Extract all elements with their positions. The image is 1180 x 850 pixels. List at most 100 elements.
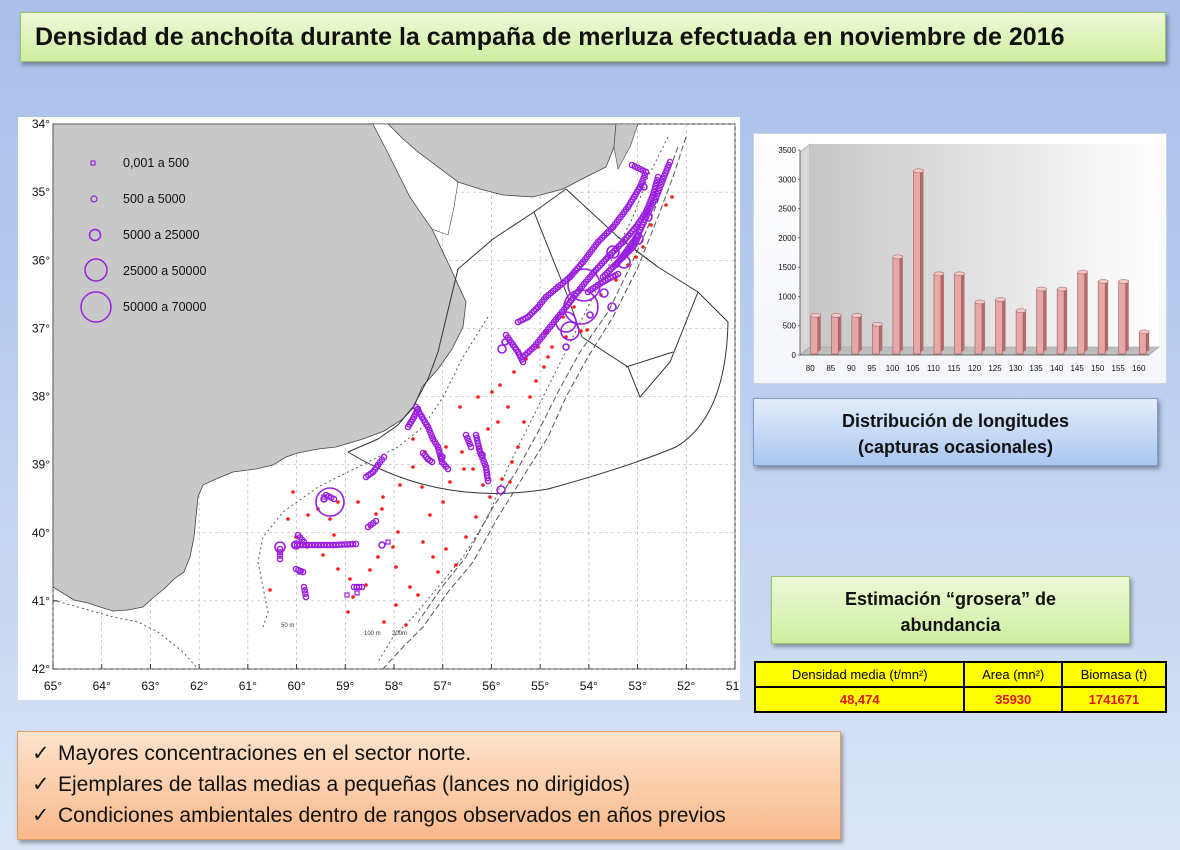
survey-station bbox=[436, 570, 440, 574]
hist-bar bbox=[892, 254, 904, 355]
hist-xtick-label: 80 bbox=[806, 364, 815, 373]
survey-station bbox=[454, 563, 458, 567]
survey-station bbox=[396, 530, 400, 534]
survey-station bbox=[380, 507, 384, 511]
depth-label-100: 100 m bbox=[364, 631, 381, 637]
survey-station bbox=[476, 395, 480, 399]
density-marker bbox=[475, 445, 483, 453]
survey-station bbox=[490, 390, 494, 394]
survey-station bbox=[664, 203, 668, 207]
density-marker bbox=[467, 443, 475, 451]
hist-bar bbox=[851, 313, 863, 355]
survey-station bbox=[585, 328, 589, 332]
survey-station bbox=[448, 480, 452, 484]
hist-bar bbox=[1077, 269, 1088, 355]
survey-station bbox=[550, 345, 554, 349]
survey-station bbox=[496, 420, 500, 424]
density-marker bbox=[640, 183, 648, 191]
density-marker bbox=[301, 590, 309, 598]
value-area: 35930 bbox=[963, 686, 1063, 713]
density-marker bbox=[302, 593, 310, 601]
density-marker bbox=[474, 440, 482, 447]
lat-tick-label: 42° bbox=[32, 662, 50, 676]
survey-station bbox=[471, 467, 475, 471]
hist-ytick-label: 2000 bbox=[778, 234, 796, 243]
header-density: Densidad media (t/mn²) bbox=[753, 661, 966, 688]
density-marker bbox=[352, 540, 360, 548]
density-marker bbox=[496, 485, 506, 495]
survey-station bbox=[398, 483, 402, 487]
survey-station bbox=[510, 460, 514, 464]
lat-tick-label: 38° bbox=[32, 390, 50, 404]
histogram-caption-title: Distribución de longitudes bbox=[841, 411, 1069, 431]
legend-symbol-3 bbox=[84, 258, 108, 282]
note-item: ✓ Ejemplares de tallas medias a pequeñas … bbox=[32, 769, 840, 800]
hist-xtick-label: 150 bbox=[1091, 364, 1105, 373]
density-marker bbox=[321, 494, 327, 500]
survey-station bbox=[528, 395, 532, 399]
lon-tick-label: 59° bbox=[336, 679, 354, 693]
survey-station bbox=[508, 480, 512, 484]
survey-station bbox=[368, 568, 372, 572]
density-marker bbox=[642, 168, 650, 176]
hist-bar bbox=[1138, 329, 1150, 355]
density-marker bbox=[323, 541, 331, 549]
survey-station bbox=[286, 517, 290, 521]
density-marker bbox=[567, 268, 601, 302]
hist-bar bbox=[1015, 308, 1027, 355]
density-marker bbox=[326, 541, 334, 549]
header-area: Area (mn²) bbox=[963, 661, 1063, 688]
density-marker bbox=[562, 343, 570, 351]
lon-tick-label: 52° bbox=[677, 679, 695, 693]
density-marker bbox=[438, 453, 446, 461]
hist-bar bbox=[872, 321, 883, 355]
survey-station bbox=[268, 588, 272, 592]
survey-station bbox=[534, 379, 538, 383]
legend-label-0: 0,001 a 500 bbox=[123, 156, 189, 170]
histogram-caption-subtitle: (capturas ocasionales) bbox=[857, 437, 1054, 457]
hist-bar bbox=[1036, 286, 1047, 355]
density-marker bbox=[497, 344, 507, 354]
survey-station bbox=[416, 593, 420, 597]
density-marker bbox=[291, 540, 301, 550]
survey-station bbox=[391, 545, 395, 549]
lat-tick-label: 36° bbox=[32, 253, 50, 267]
density-marker bbox=[643, 212, 653, 222]
survey-station bbox=[411, 465, 415, 469]
survey-station bbox=[346, 610, 350, 614]
density-marker bbox=[414, 405, 422, 413]
density-marker bbox=[560, 321, 580, 341]
survey-station bbox=[321, 553, 325, 557]
survey-station bbox=[382, 620, 386, 624]
legend-label-3: 25000 a 50000 bbox=[123, 264, 206, 278]
survey-station bbox=[512, 370, 516, 374]
hist-xtick-label: 120 bbox=[968, 364, 982, 373]
density-marker bbox=[475, 442, 483, 450]
survey-station bbox=[460, 450, 464, 454]
survey-station bbox=[464, 535, 468, 539]
hist-xtick-label: 155 bbox=[1112, 364, 1126, 373]
lon-tick-label: 51° bbox=[726, 679, 740, 693]
survey-station bbox=[506, 405, 510, 409]
check-icon: ✓ bbox=[32, 773, 50, 796]
density-marker bbox=[299, 568, 307, 576]
legend-symbol-2 bbox=[88, 228, 102, 242]
hist-ytick-label: 1500 bbox=[778, 263, 796, 272]
survey-station bbox=[411, 437, 415, 441]
survey-station bbox=[306, 513, 310, 517]
density-marker bbox=[514, 318, 522, 326]
hist-side-wall bbox=[799, 143, 811, 356]
check-icon: ✓ bbox=[32, 742, 50, 765]
density-marker bbox=[444, 465, 452, 473]
survey-station bbox=[579, 329, 583, 333]
lon-tick-label: 56° bbox=[482, 679, 500, 693]
density-marker bbox=[428, 458, 436, 466]
survey-station bbox=[488, 495, 492, 499]
density-marker bbox=[472, 431, 480, 439]
survey-station bbox=[332, 533, 336, 537]
density-marker bbox=[656, 184, 663, 192]
survey-station bbox=[408, 585, 412, 589]
hist-xtick-label: 160 bbox=[1132, 364, 1146, 373]
density-marker bbox=[466, 440, 474, 448]
survey-station bbox=[614, 278, 618, 282]
